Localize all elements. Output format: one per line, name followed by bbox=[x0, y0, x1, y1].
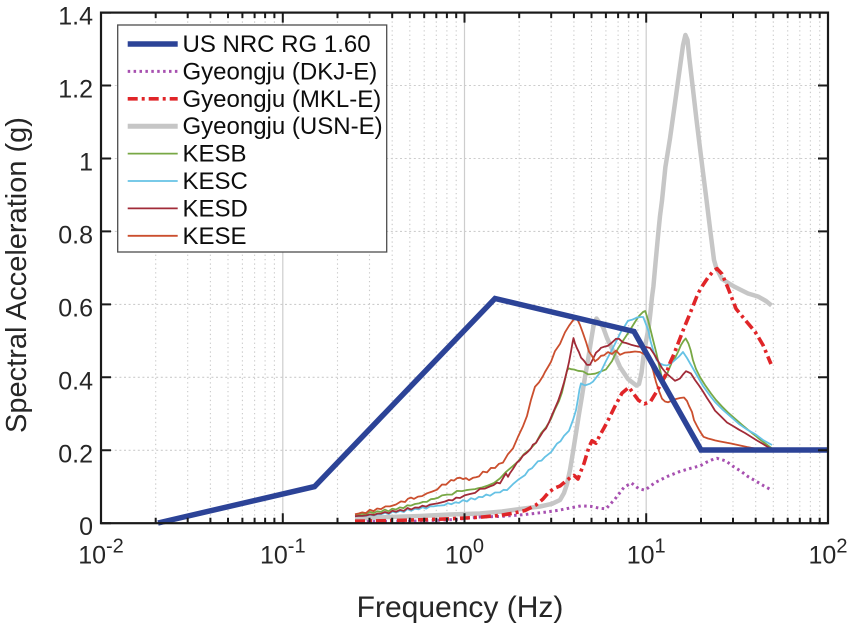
svg-text:Spectral Acceleration (g): Spectral Acceleration (g) bbox=[1, 117, 33, 433]
svg-text:US NRC RG 1.60: US NRC RG 1.60 bbox=[183, 31, 371, 58]
svg-text:KESE: KESE bbox=[183, 223, 247, 250]
svg-text:Frequency (Hz): Frequency (Hz) bbox=[357, 591, 564, 624]
svg-text:Gyeongju (DKJ-E): Gyeongju (DKJ-E) bbox=[183, 58, 378, 85]
svg-text:1.2: 1.2 bbox=[58, 76, 93, 104]
svg-text:0.6: 0.6 bbox=[58, 294, 93, 322]
svg-text:0.2: 0.2 bbox=[58, 440, 93, 468]
svg-text:10-2: 10-2 bbox=[78, 536, 124, 570]
svg-text:0.8: 0.8 bbox=[58, 221, 93, 249]
svg-text:0.4: 0.4 bbox=[58, 367, 93, 395]
svg-text:1: 1 bbox=[79, 149, 93, 177]
svg-text:Gyeongju (USN-E): Gyeongju (USN-E) bbox=[183, 113, 383, 140]
svg-text:0: 0 bbox=[79, 513, 93, 541]
svg-text:KESB: KESB bbox=[183, 141, 247, 168]
svg-text:KESC: KESC bbox=[183, 168, 248, 195]
svg-text:KESD: KESD bbox=[183, 195, 248, 222]
svg-text:Gyeongju (MKL-E): Gyeongju (MKL-E) bbox=[183, 86, 382, 113]
svg-text:1.4: 1.4 bbox=[58, 3, 93, 31]
